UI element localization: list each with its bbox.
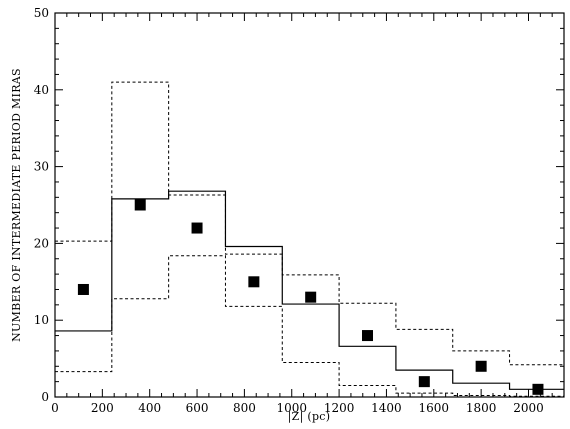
data-point: [362, 330, 374, 342]
data-point: [191, 222, 203, 234]
x-tick-label: 1600: [419, 401, 450, 415]
x-tick-label: 200: [91, 401, 114, 415]
x-tick-label: 600: [186, 401, 209, 415]
points-layer: [77, 199, 544, 395]
series-layer: [55, 81, 564, 397]
x-tick-label: 400: [138, 401, 161, 415]
series-solid-step: [55, 190, 564, 390]
data-point: [418, 376, 430, 388]
x-axis-label: |Z| (pc): [288, 410, 331, 424]
data-point: [248, 276, 260, 288]
x-tick-label: 800: [233, 401, 256, 415]
ticks: [54, 12, 565, 398]
x-tick-label: 1800: [466, 401, 497, 415]
x-tick-label: 1000: [276, 401, 307, 415]
series-dashed-step-lower: [55, 255, 564, 397]
y-tick-label: 10: [34, 313, 49, 327]
x-tick-label: 2000: [513, 401, 544, 415]
y-tick-label: 40: [34, 83, 49, 97]
x-tick-label: 0: [51, 401, 59, 415]
data-point: [134, 199, 146, 211]
x-tick-label: 1400: [371, 401, 402, 415]
plot-frame: [54, 12, 565, 398]
data-point: [475, 360, 487, 372]
data-point: [305, 291, 317, 303]
series-dashed-step-upper: [55, 81, 564, 366]
tick-labels: 0 200 400 600 800 1000 1200 1400 1600 1800 2000 0 10…: [34, 6, 544, 415]
y-tick-label: 50: [34, 6, 49, 20]
x-tick-label: 1200: [324, 401, 355, 415]
y-tick-label: 30: [34, 160, 49, 174]
y-tick-label: 0: [41, 390, 49, 404]
y-tick-label: 20: [34, 236, 49, 250]
data-point: [77, 283, 89, 295]
data-point: [532, 383, 544, 395]
y-axis-label: NUMBER OF INTERMEDIATE PERIOD MIRAS: [10, 68, 23, 342]
